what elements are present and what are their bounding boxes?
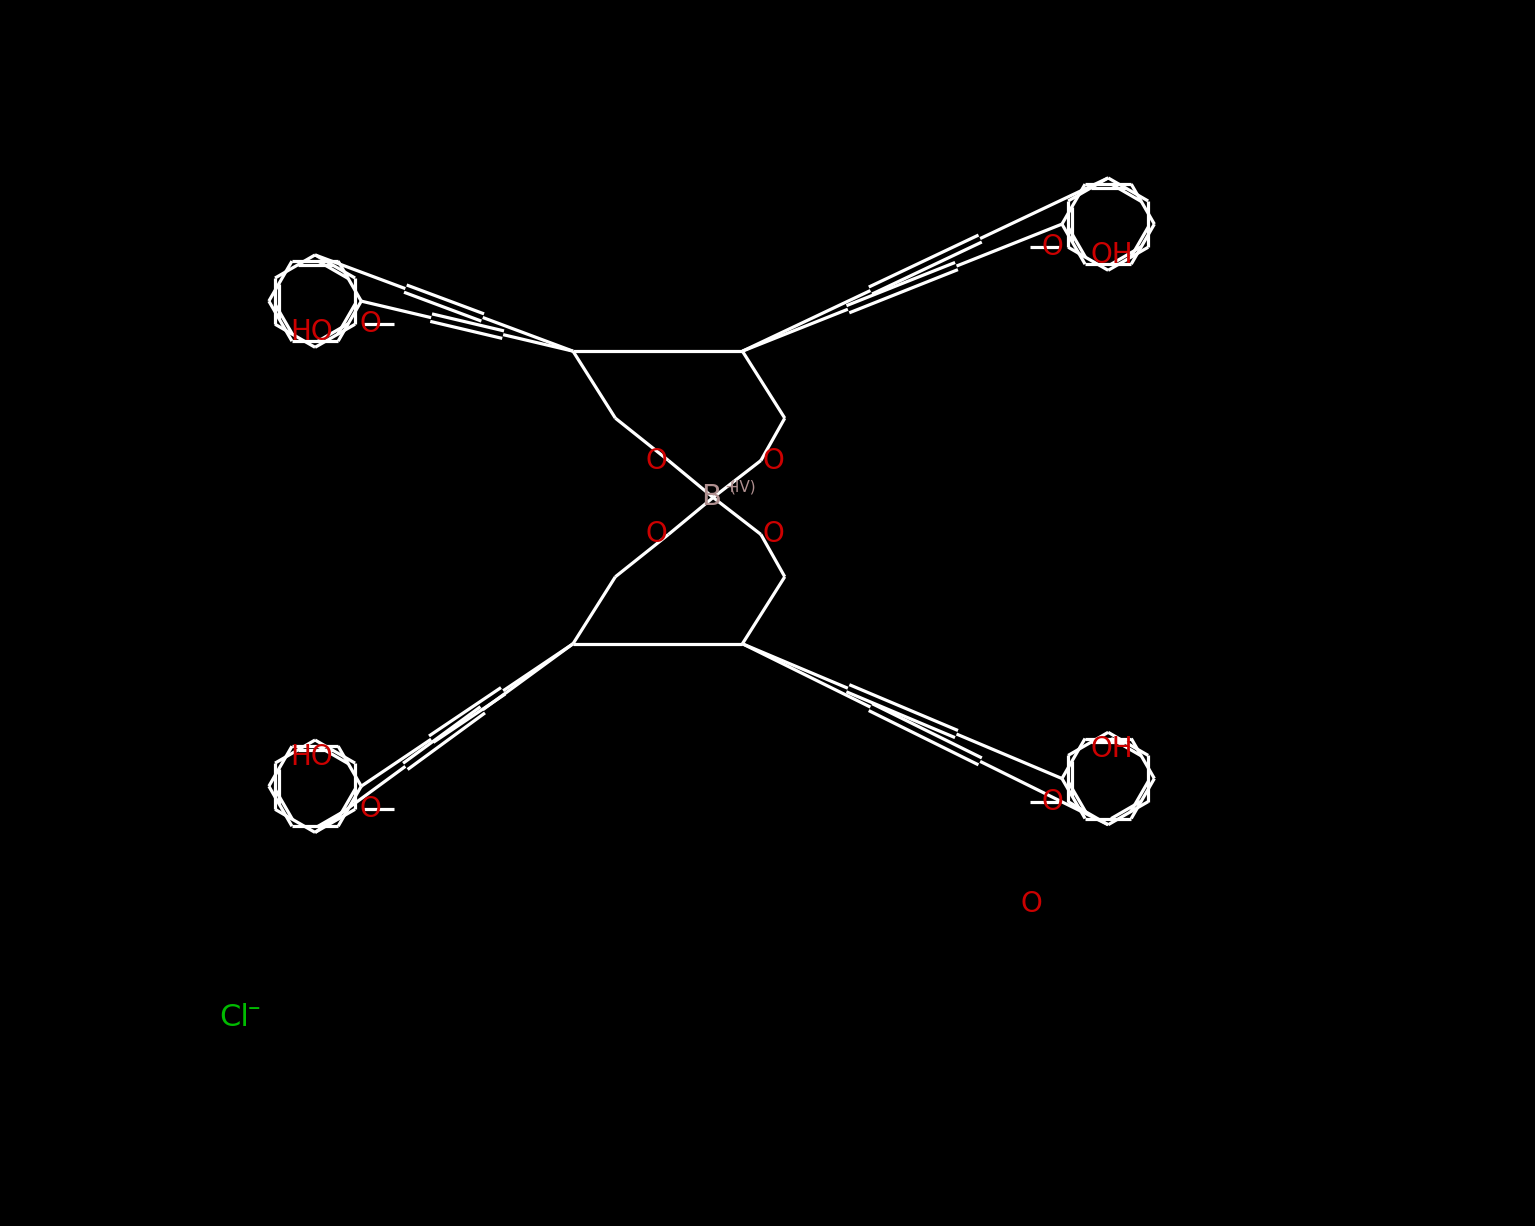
- Text: OH: OH: [1091, 242, 1133, 268]
- Text: B: B: [701, 483, 721, 511]
- Text: O: O: [763, 446, 784, 474]
- Text: HO: HO: [290, 318, 333, 346]
- Text: O: O: [763, 520, 784, 548]
- Text: O: O: [645, 520, 668, 548]
- Text: (IV): (IV): [731, 479, 757, 494]
- Text: O: O: [359, 796, 381, 824]
- Text: O: O: [1042, 787, 1064, 815]
- Text: O: O: [1042, 233, 1064, 261]
- Text: Cl: Cl: [220, 1003, 249, 1032]
- Text: O: O: [359, 310, 381, 338]
- Text: OH: OH: [1091, 736, 1133, 764]
- Text: O: O: [645, 446, 668, 474]
- Text: +: +: [725, 478, 738, 495]
- Text: HO: HO: [290, 743, 333, 771]
- Text: –: –: [249, 996, 261, 1020]
- Text: O: O: [1021, 890, 1042, 918]
